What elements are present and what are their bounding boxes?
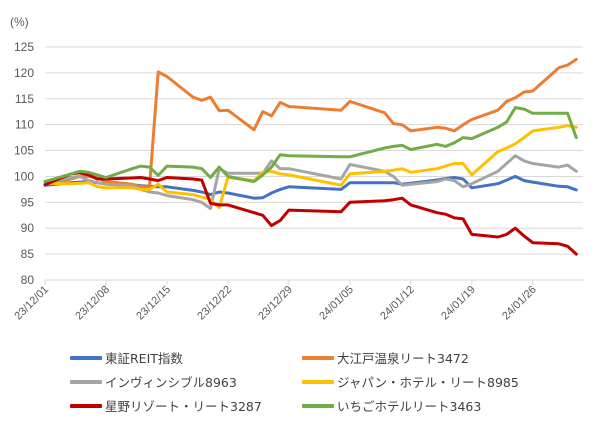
x-tick-label: 23/12/29 bbox=[256, 284, 295, 323]
legend-label: 東証REIT指数 bbox=[105, 351, 183, 366]
legend-item: いちごホテルリート3463 bbox=[302, 396, 481, 415]
y-tick-label: 90 bbox=[21, 221, 35, 235]
x-tick-label: 24/01/12 bbox=[378, 284, 417, 323]
legend-swatch bbox=[302, 403, 334, 408]
legend-label: インヴィンシブル8963 bbox=[105, 375, 237, 390]
gridlines bbox=[45, 46, 583, 255]
y-tick-label: 80 bbox=[21, 273, 35, 287]
y-tick-label: 125 bbox=[14, 40, 34, 54]
series-line bbox=[43, 124, 578, 209]
legend-swatch bbox=[70, 379, 102, 384]
y-tick-label: 95 bbox=[21, 195, 35, 209]
series-line bbox=[43, 106, 578, 184]
x-tick-label: 23/12/15 bbox=[134, 284, 173, 323]
y-tick-label: 105 bbox=[14, 144, 34, 158]
series-line bbox=[43, 57, 578, 189]
legend-swatch bbox=[70, 355, 102, 360]
y-axis-label: (%) bbox=[10, 15, 29, 29]
x-tick-label: 23/12/01 bbox=[12, 284, 51, 323]
y-tick-label: 120 bbox=[14, 66, 34, 80]
x-axis: 23/12/01 23/12/08 23/12/15 23/12/22 23/12/29… bbox=[12, 279, 583, 323]
y-tick-label: 85 bbox=[21, 247, 35, 261]
legend-label: いちごホテルリート3463 bbox=[337, 399, 482, 414]
y-tick-label: 110 bbox=[15, 118, 34, 132]
x-tick-label: 24/01/05 bbox=[317, 284, 356, 323]
x-tick-label: 23/12/22 bbox=[195, 284, 234, 323]
legend-label: 大江戸温泉リート3472 bbox=[337, 351, 469, 366]
x-tick-label: 23/12/08 bbox=[73, 284, 112, 323]
x-tick-label: 24/01/26 bbox=[500, 284, 539, 323]
y-tick-label: 115 bbox=[15, 92, 34, 106]
legend-swatch bbox=[302, 355, 334, 360]
legend-swatch bbox=[302, 379, 334, 384]
x-tick-label: 24/01/19 bbox=[439, 284, 478, 323]
legend-item: インヴィンシブル8963 bbox=[70, 372, 237, 391]
legend-label: 星野リゾート・リート3287 bbox=[105, 399, 262, 414]
y-axis-ticks: 80 85 90 95 100 105 110 115 120 125 bbox=[14, 40, 34, 287]
legend-item: 大江戸温泉リート3472 bbox=[302, 348, 469, 367]
y-tick-label: 100 bbox=[14, 169, 34, 183]
legend-item: ジャパン・ホテル・リート8985 bbox=[302, 372, 519, 391]
legend-item: 星野リゾート・リート3287 bbox=[70, 396, 262, 415]
series-lines bbox=[43, 57, 578, 256]
legend-swatch bbox=[70, 403, 102, 408]
legend-item: 東証REIT指数 bbox=[70, 348, 183, 367]
legend-label: ジャパン・ホテル・リート8985 bbox=[337, 375, 519, 390]
series-line bbox=[43, 171, 578, 256]
